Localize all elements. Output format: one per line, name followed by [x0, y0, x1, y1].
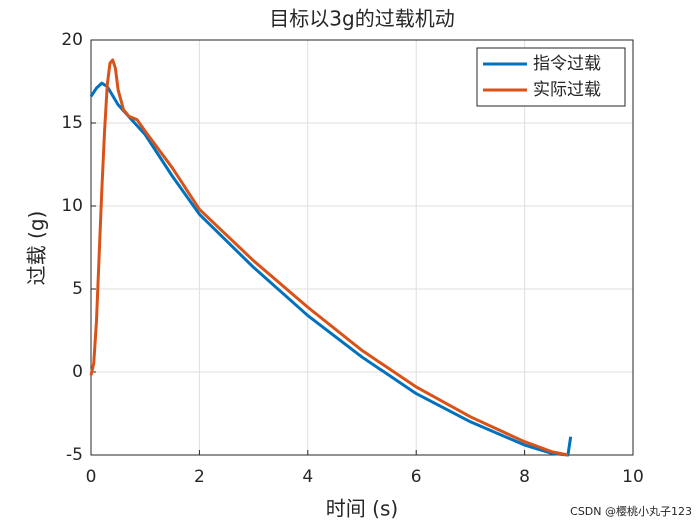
- y-tick-label: 5: [72, 279, 83, 299]
- plot-frame: [90, 39, 634, 456]
- y-tick-label: 0: [72, 362, 83, 382]
- x-tick-label: 4: [302, 467, 313, 487]
- legend-box: [476, 47, 626, 107]
- x-tick-label: 2: [194, 467, 205, 487]
- x-tick-label: 6: [411, 467, 422, 487]
- y-tick-label: -5: [66, 445, 83, 465]
- legend-label: 指令过载: [533, 54, 601, 74]
- data-line: [89, 58, 569, 457]
- y-tick-label: 20: [61, 30, 83, 50]
- legend-label: 实际过载: [533, 80, 601, 100]
- y-tick-label: 10: [61, 196, 83, 216]
- chart-title: 目标以3g的过载机动: [269, 7, 454, 31]
- x-tick-label: 10: [622, 467, 644, 487]
- x-axis-label: 时间 (s): [326, 497, 398, 521]
- x-tick-label: 8: [519, 467, 530, 487]
- watermark: CSDN @樱桃小丸子123: [570, 504, 692, 518]
- y-axis-label: 过载 (g): [25, 211, 49, 286]
- y-tick-label: 15: [61, 113, 83, 133]
- x-tick-label: 0: [86, 467, 97, 487]
